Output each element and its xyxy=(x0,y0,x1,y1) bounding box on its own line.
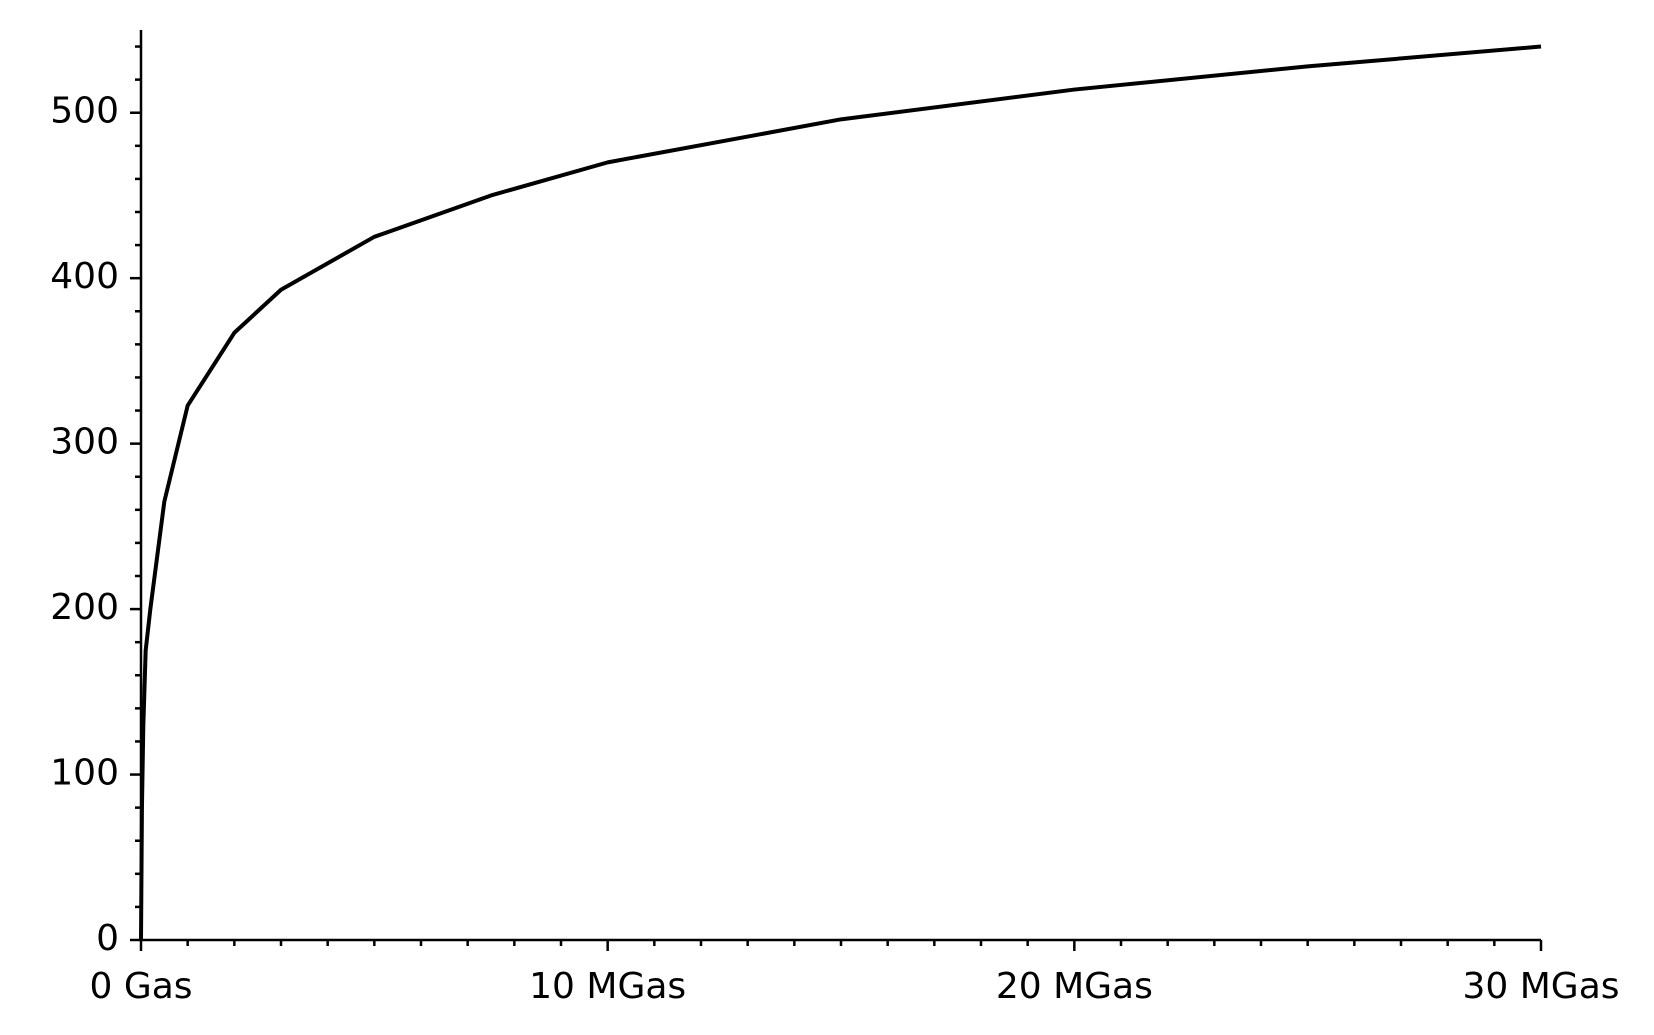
y-tick-label: 300 xyxy=(50,422,119,463)
x-tick-label: 30 MGas xyxy=(1462,966,1619,1007)
x-tick-label: 0 Gas xyxy=(89,966,192,1007)
y-tick-label: 0 xyxy=(96,918,119,959)
y-tick-label: 500 xyxy=(50,91,119,132)
x-tick-label: 20 MGas xyxy=(996,966,1153,1007)
x-tick-label: 10 MGas xyxy=(529,966,686,1007)
y-tick-label: 200 xyxy=(50,587,119,628)
y-tick-label: 100 xyxy=(50,753,119,794)
y-tick-label: 400 xyxy=(50,256,119,297)
data-line xyxy=(139,44,1542,941)
